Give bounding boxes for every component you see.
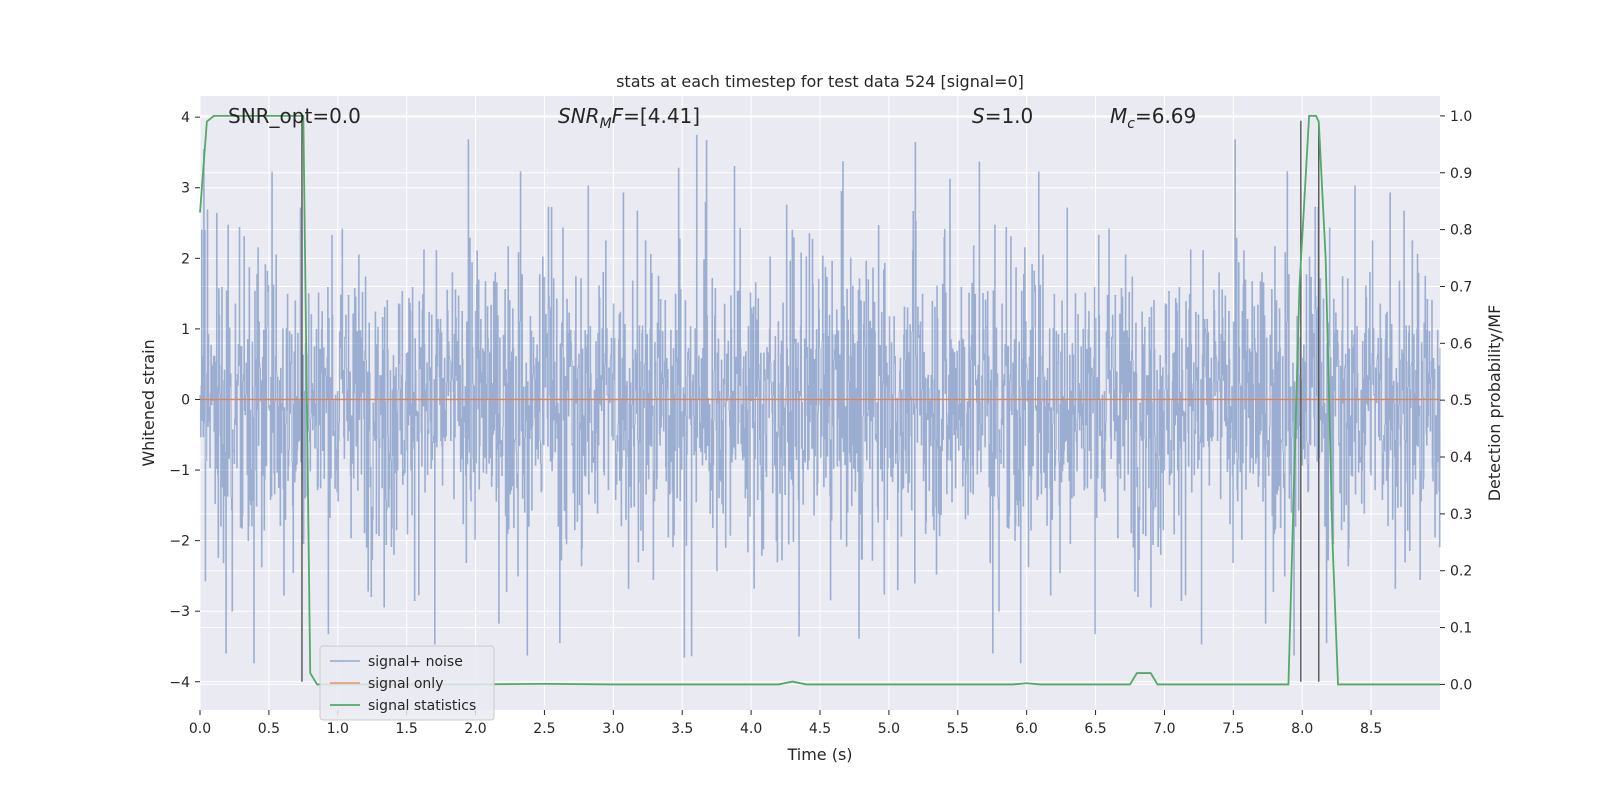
annotation-snr-mf-subscript: M: [600, 116, 612, 132]
annotation-mc-value: =6.69: [1135, 104, 1196, 128]
legend-box: [319, 645, 495, 721]
annotation-mc-symbol: M: [1110, 104, 1127, 128]
y-tick-label: 0: [181, 392, 190, 408]
y-right-axis-label: Detection probability/MF: [1485, 305, 1504, 502]
y-right-tick-label: 0.1: [1450, 621, 1472, 637]
y-tick-label: 3: [181, 181, 190, 197]
detection-markers: [301, 117, 1320, 682]
legend: signal+ noise signal only signal statist…: [319, 645, 495, 721]
y-right-tick-label: 0.8: [1450, 223, 1472, 239]
x-tick-label: 6.0: [1016, 721, 1038, 737]
y-right-tick-label: 0.0: [1450, 677, 1472, 693]
x-tick-label: 8.0: [1291, 721, 1313, 737]
y-right-tick-label: 0.7: [1450, 279, 1472, 295]
legend-label-signal: signal only: [368, 676, 443, 692]
y-right-tick-label: 0.5: [1450, 393, 1472, 409]
x-axis-label: Time (s): [786, 745, 852, 764]
x-tick-label: 0.5: [258, 721, 280, 737]
y-tick-label: 4: [181, 110, 190, 126]
y-tick-label: −4: [169, 675, 190, 691]
y-axis-ticks: −4 −3 −2 −1 0 1 2 3 4: [169, 110, 200, 691]
legend-label-stats: signal statistics: [368, 698, 476, 714]
annotation-mc: Mc=6.69: [1110, 104, 1196, 132]
annotation-snr-mf: SNRMF=[4.41]: [558, 104, 700, 132]
annotation-mc-subscript: c: [1127, 116, 1135, 132]
annotation-s: S=1.0: [972, 104, 1033, 128]
annotation-s-value: =1.0: [985, 104, 1034, 128]
y-tick-label: −3: [169, 604, 190, 620]
annotation-snr-opt-text: SNR_opt=0.0: [228, 104, 361, 128]
y-right-tick-label: 1.0: [1450, 109, 1472, 125]
y-tick-label: −2: [169, 534, 190, 550]
annotation-snr-mf-value: =[4.41]: [623, 104, 700, 128]
x-tick-label: 7.0: [1153, 721, 1175, 737]
x-tick-label: 7.5: [1222, 721, 1244, 737]
annotation-snr-mf-symbol: SNR: [558, 104, 600, 128]
x-tick-label: 8.5: [1360, 721, 1382, 737]
y-tick-label: 2: [181, 251, 190, 267]
y-axis-label: Whitened strain: [139, 339, 158, 466]
y-right-tick-label: 0.2: [1450, 564, 1472, 580]
x-tick-label: 6.5: [1084, 721, 1106, 737]
x-tick-label: 5.5: [947, 721, 969, 737]
x-tick-label: 1.5: [396, 721, 418, 737]
x-tick-label: 3.0: [602, 721, 624, 737]
annotations: SNR_opt=0.0 SNRMF=[4.41] S=1.0 Mc=6.69: [228, 104, 1196, 132]
x-axis-ticks: 0.0 0.5 1.0 1.5 2.0 2.5 3.0 3.5 4.0 4.5 5.0 5.5 6.0 6…: [189, 710, 1382, 737]
x-tick-label: 5.0: [878, 721, 900, 737]
series-signal-statistics: [199, 115, 1440, 686]
y-tick-label: −1: [169, 463, 190, 479]
noise-trace: [199, 134, 1441, 664]
x-tick-label: 4.5: [809, 721, 831, 737]
y-tick-label: 1: [181, 322, 190, 338]
y-right-tick-label: 0.9: [1450, 166, 1472, 182]
annotation-snr-mf-f: F: [612, 104, 624, 128]
x-tick-label: 4.0: [740, 721, 762, 737]
x-tick-label: 1.0: [327, 721, 349, 737]
y-right-tick-label: 0.6: [1450, 336, 1472, 352]
y-right-tick-label: 0.3: [1450, 507, 1472, 523]
x-tick-label: 2.5: [533, 721, 555, 737]
y-right-axis-ticks: 0.0 0.1 0.2 0.3 0.4 0.5 0.6 0.7 0.8 0.9 1.0: [1440, 109, 1472, 693]
x-tick-label: 2.0: [464, 721, 486, 737]
y-right-tick-label: 0.4: [1450, 450, 1472, 466]
x-tick-label: 0.0: [189, 721, 211, 737]
legend-label-noise: signal+ noise: [368, 654, 463, 670]
x-tick-label: 3.5: [671, 721, 693, 737]
series-signal-noise: [199, 134, 1441, 664]
chart-title: stats at each timestep for test data 524…: [616, 72, 1024, 91]
annotation-snr-opt: SNR_opt=0.0: [228, 104, 361, 128]
annotation-s-symbol: S: [972, 104, 985, 128]
